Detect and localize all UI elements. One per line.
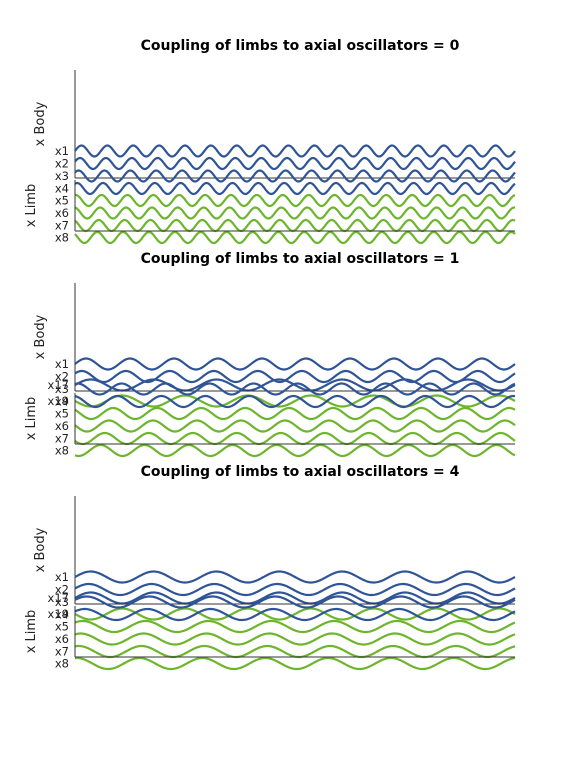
- chart-2-body-trace-x1: [74, 570, 516, 584]
- chart-0-body-tick-label: x3: [55, 169, 69, 183]
- chart-0-body-tick-label: x8: [55, 231, 69, 245]
- chart-0-body-tick-label: x7: [55, 219, 69, 233]
- chart-1-body-trace-x2: [74, 369, 516, 384]
- chart-1-body-trace-x5: [74, 406, 516, 421]
- chart-2-body-tick-label: x5: [55, 620, 69, 634]
- chart-0-limb-tick-label: x19: [48, 394, 69, 408]
- chart-1-limb-ylabel: x Limb: [24, 397, 39, 441]
- chart-0-body-trace-x7: [74, 218, 516, 233]
- chart-1-body-tick-label: x8: [55, 444, 69, 458]
- chart-1-limb-tick-label: x17: [48, 591, 69, 605]
- chart-2-body-trace-x2: [74, 582, 516, 597]
- chart-1-body-tick-label: x7: [55, 432, 69, 446]
- chart-0-limb-tick-label: x17: [48, 378, 69, 392]
- chart-0-body-tick-label: x2: [55, 157, 69, 171]
- chart-1-limb-trace-x19: [74, 607, 516, 621]
- chart-0-body-trace-x5: [74, 193, 516, 208]
- chart-2-body-trace-x8: [74, 656, 516, 671]
- chart-2-body-trace-x7: [74, 644, 516, 659]
- chart-2-body-trace-x6: [74, 632, 516, 646]
- chart-2-title: Coupling of limbs to axial oscillators =…: [141, 464, 460, 480]
- chart-1-limb-tick-label: x19: [48, 607, 69, 621]
- chart-1-body-tick-label: x4: [55, 395, 69, 409]
- chart-2-body-trace-x4: [74, 607, 516, 622]
- chart-0-limb-ylabel: x Limb: [24, 184, 39, 228]
- chart-2-body-tick-label: x2: [55, 583, 69, 597]
- chart-0-limb-trace-x19: [74, 394, 516, 408]
- chart-0-body-tick-label: x4: [55, 182, 69, 196]
- chart-2-body-tick-label: x7: [55, 645, 69, 659]
- chart-0-body-tick-label: x5: [55, 194, 69, 208]
- chart-1-body-tick-label: x3: [55, 382, 69, 396]
- chart-0-title: Coupling of limbs to axial oscillators =…: [141, 38, 460, 54]
- chart-0-body-ylabel: x Body: [33, 101, 48, 146]
- chart-1-body-tick-label: x1: [55, 357, 69, 371]
- chart-1-title: Coupling of limbs to axial oscillators =…: [141, 251, 460, 267]
- chart-2-limb-ylabel: x Limb: [24, 610, 39, 654]
- chart-2-body-tick-label: x6: [55, 632, 69, 646]
- chart-0-body-tick-label: x6: [55, 206, 69, 220]
- chart-0-body-trace-x2: [74, 156, 516, 171]
- chart-2-body-ylabel: x Body: [33, 527, 48, 572]
- chart-1-body-trace-x6: [74, 419, 516, 433]
- chart-1-body-trace-x1: [74, 357, 516, 371]
- chart-1-body-tick-label: x6: [55, 419, 69, 433]
- chart-0-body-trace-x4: [74, 181, 516, 196]
- chart-2-body-trace-x3: [74, 595, 516, 609]
- chart-1-body-trace-x7: [74, 431, 516, 446]
- chart-2-body-tick-label: x1: [55, 570, 69, 584]
- chart-2-body-tick-label: x8: [55, 657, 69, 671]
- chart-2-body-trace-x5: [74, 619, 516, 634]
- chart-1-body-trace-x4: [74, 394, 516, 409]
- chart-0-body-tick-label: x1: [55, 144, 69, 158]
- chart-1-body-trace-x3: [74, 382, 516, 396]
- chart-2-body-tick-label: x3: [55, 595, 69, 609]
- chart-0-body-trace-x1: [74, 144, 516, 158]
- chart-0-body-trace-x6: [74, 206, 516, 220]
- chart-2-body-tick-label: x4: [55, 608, 69, 622]
- chart-1-body-trace-x8: [74, 443, 516, 458]
- chart-1-body-tick-label: x5: [55, 407, 69, 421]
- chart-1-body-ylabel: x Body: [33, 314, 48, 359]
- chart-1-body-tick-label: x2: [55, 370, 69, 384]
- chart-0-body-trace-x3: [74, 169, 516, 183]
- chart-0-body-trace-x8: [74, 230, 516, 245]
- chart-1-limb-trace-x17: [74, 591, 516, 605]
